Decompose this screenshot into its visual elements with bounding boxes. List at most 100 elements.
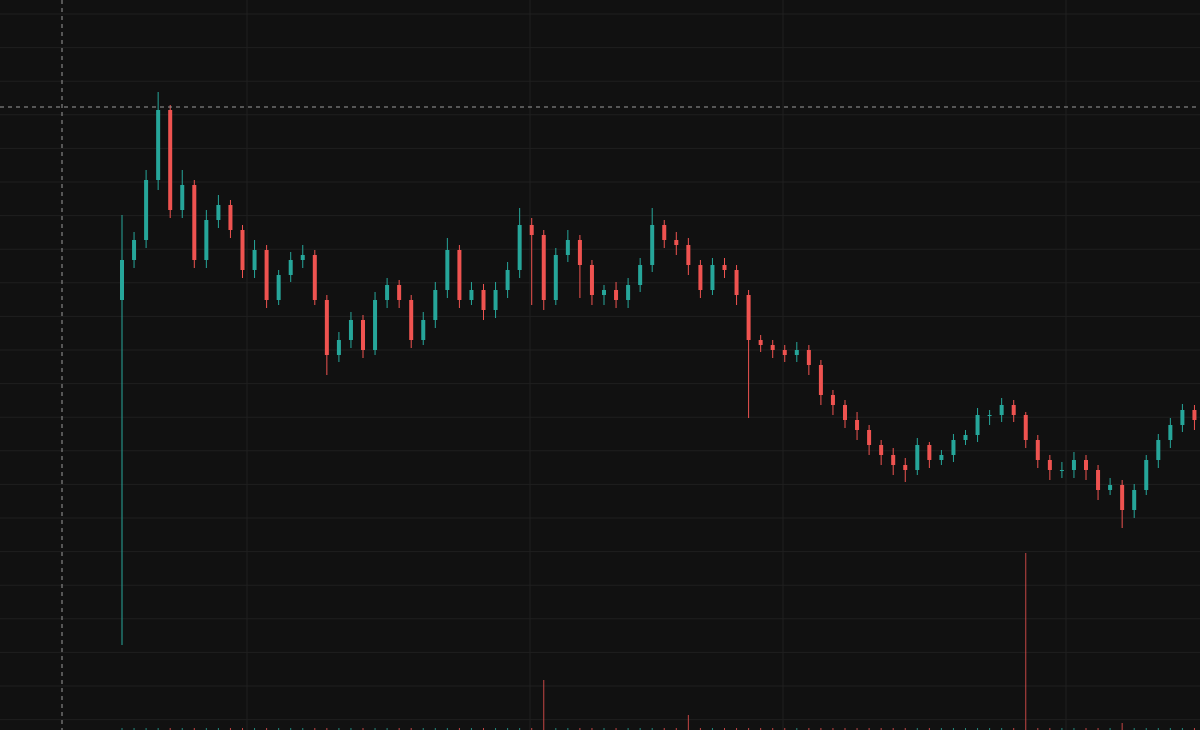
- candle-body: [1132, 490, 1137, 510]
- volume-bar: [398, 728, 400, 730]
- candle-body: [445, 250, 450, 290]
- candle-body: [987, 415, 992, 416]
- candle-body: [1156, 440, 1161, 460]
- candle-body: [1084, 460, 1088, 470]
- volume-bar: [555, 728, 557, 730]
- volume-bar: [181, 728, 183, 730]
- candle-body: [252, 250, 257, 270]
- candle-body: [1059, 470, 1064, 471]
- volume-bar: [567, 728, 569, 730]
- candle-body: [674, 240, 679, 245]
- volume-bar: [784, 728, 786, 730]
- candle-body: [180, 185, 185, 210]
- volume-bar: [808, 728, 810, 730]
- volume-bar: [627, 728, 629, 730]
- volume-bar: [410, 728, 412, 730]
- candle-body: [493, 290, 498, 310]
- volume-bar: [940, 728, 942, 730]
- volume-bar: [820, 728, 822, 730]
- candle-body: [1096, 470, 1101, 490]
- candle-body: [1168, 425, 1173, 440]
- volume-bar: [711, 728, 713, 730]
- volume-bar: [832, 728, 834, 730]
- volume-bar: [338, 728, 340, 730]
- candle-body: [746, 295, 751, 340]
- candle-body: [879, 445, 884, 455]
- volume-bar: [326, 728, 328, 730]
- volume-bar: [989, 728, 991, 730]
- volume-bar: [736, 728, 738, 730]
- candle-body: [830, 395, 835, 405]
- volume-bar: [1001, 728, 1003, 730]
- candle-body: [481, 290, 486, 310]
- candle-body: [397, 285, 402, 300]
- volume-bar: [603, 728, 605, 730]
- volume-bar: [687, 715, 689, 730]
- candle-body: [276, 275, 281, 300]
- candle-body: [963, 435, 968, 440]
- volume-bar: [772, 728, 774, 730]
- volume-bar: [495, 728, 497, 730]
- volume-bar: [675, 728, 677, 730]
- candle-body: [565, 240, 570, 255]
- candle-body: [698, 265, 703, 290]
- candle-body: [1011, 405, 1016, 415]
- volume-bar: [1169, 728, 1171, 730]
- candle-body: [288, 260, 293, 275]
- candle-body: [348, 320, 353, 340]
- volume-bar: [856, 728, 858, 730]
- volume-bar: [1193, 728, 1195, 730]
- volume-bar: [290, 728, 292, 730]
- volume-bar: [1037, 728, 1039, 730]
- volume-bar: [278, 728, 280, 730]
- volume-bar: [193, 728, 195, 730]
- candle-body: [710, 265, 715, 290]
- candle-body: [553, 255, 558, 300]
- volume-bar: [217, 728, 219, 730]
- volume-bar: [1133, 728, 1135, 730]
- candle-body: [505, 270, 510, 290]
- volume-bar: [1157, 728, 1159, 730]
- candle-body: [1120, 485, 1125, 510]
- candle-body: [638, 265, 643, 285]
- volume-bar: [133, 728, 135, 730]
- candle-body: [1108, 485, 1113, 490]
- candle-body: [927, 445, 932, 460]
- candle-body: [686, 245, 691, 265]
- candle-body: [324, 300, 329, 355]
- candle-body: [602, 290, 606, 295]
- volume-bar: [880, 728, 882, 730]
- volume-bar: [374, 728, 376, 730]
- volume-bar: [965, 728, 966, 730]
- volume-bar: [458, 728, 460, 730]
- volume-bar: [1061, 728, 1063, 730]
- candle-body: [168, 110, 173, 210]
- volume-bar: [386, 728, 388, 730]
- candle-body: [228, 205, 233, 230]
- volume-bar: [254, 728, 256, 730]
- volume-bar: [507, 728, 509, 730]
- candle-body: [734, 270, 739, 295]
- plot: [120, 92, 1197, 730]
- volume-bar: [844, 728, 846, 730]
- candle-body: [794, 350, 799, 355]
- volume-bar: [422, 728, 424, 730]
- volume-bar: [362, 728, 364, 730]
- volume-bar: [169, 728, 171, 730]
- volume-bar: [1025, 553, 1027, 730]
- candle-body: [722, 265, 727, 270]
- candle-body: [951, 440, 956, 455]
- volume-bar: [760, 728, 762, 730]
- candle-body: [373, 300, 378, 350]
- candle-body: [300, 255, 305, 260]
- candle-body: [132, 240, 137, 260]
- candle-body: [204, 220, 209, 260]
- candle-body: [264, 250, 269, 300]
- volume-bar: [1121, 723, 1123, 730]
- volume-bar: [928, 728, 930, 730]
- volume-bar: [868, 728, 870, 730]
